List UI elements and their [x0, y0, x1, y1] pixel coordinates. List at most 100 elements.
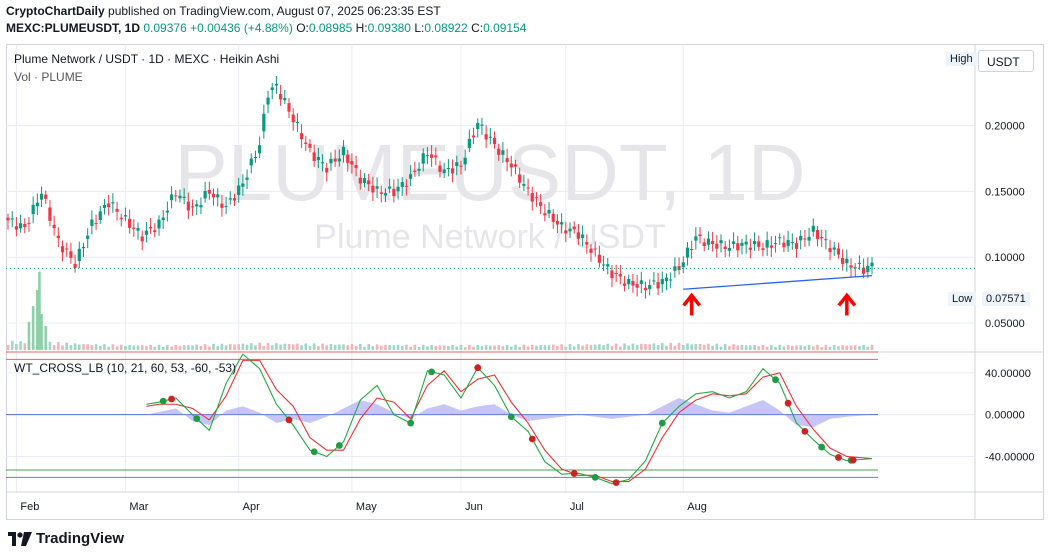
volume-bar — [287, 343, 291, 350]
volume-legend[interactable]: Vol · PLUME — [14, 70, 83, 84]
cross-dot — [507, 413, 515, 421]
cross-dot — [818, 443, 826, 451]
volume-bar — [10, 340, 14, 350]
price-change: +0.00436 (+4.88%) — [190, 21, 293, 35]
candle-body — [90, 219, 94, 226]
candle-body — [77, 248, 81, 261]
candle-body — [266, 97, 270, 105]
candle-body — [820, 237, 824, 239]
volume-bar — [65, 342, 69, 350]
candle-body — [287, 103, 291, 112]
high-tag: High — [946, 52, 977, 66]
volume-bar — [702, 344, 706, 350]
candle-body — [274, 83, 279, 86]
candle-body — [304, 142, 308, 145]
candle-body — [253, 156, 258, 158]
candle-body — [731, 241, 736, 244]
candle-body — [555, 221, 560, 225]
candle-body — [329, 158, 333, 164]
volume-bar — [233, 344, 236, 350]
low-value-tag: 0.07571 — [982, 292, 1030, 306]
volume-bar — [338, 344, 341, 350]
volume-bar — [530, 344, 534, 350]
candle-body — [409, 174, 413, 179]
candle-body — [299, 133, 304, 140]
volume-bar — [300, 345, 303, 350]
volume-bar — [170, 346, 173, 350]
volume-bar — [572, 346, 576, 350]
volume-bar — [673, 345, 677, 350]
volume-bar — [828, 346, 832, 350]
candle-body — [853, 267, 857, 269]
candle-body — [270, 87, 274, 90]
candle-body — [174, 195, 178, 197]
volume-bar — [304, 343, 308, 350]
volume-bar — [652, 343, 656, 350]
candle-body — [652, 280, 656, 282]
indicator-legend[interactable]: WT_CROSS_LB (10, 21, 60, 53, -60, -53) — [14, 361, 237, 375]
volume-bar — [761, 344, 765, 350]
candles — [6, 76, 874, 299]
candle-body — [786, 240, 790, 247]
candle-body — [157, 219, 161, 229]
candle-body — [635, 284, 639, 288]
volume-bar — [258, 342, 261, 350]
candle-body — [417, 168, 421, 171]
volume-bar — [719, 346, 723, 350]
volume-bar — [791, 345, 794, 350]
volume-bar — [367, 344, 370, 350]
volume-bar — [245, 344, 249, 350]
volume-bar — [577, 344, 580, 350]
volume-bar — [329, 343, 333, 350]
tradingview-logo[interactable]: TradingView — [8, 530, 124, 547]
volume-bar — [195, 344, 199, 350]
candle-body — [799, 235, 803, 241]
candle-body — [115, 208, 119, 212]
cross-dot — [168, 395, 175, 403]
volume-bar — [333, 344, 337, 350]
candle-body — [375, 186, 379, 189]
candle-body — [690, 249, 694, 251]
volume-bar — [359, 343, 362, 350]
candle-body — [601, 264, 606, 266]
arrow-head — [837, 292, 857, 307]
volume-bar — [220, 343, 224, 350]
chart-frame[interactable] — [6, 44, 1044, 520]
high-value: 0.09380 — [367, 21, 411, 35]
open-value: 0.08985 — [308, 21, 353, 35]
candle-body — [467, 138, 471, 149]
volume-bar — [803, 345, 807, 350]
main-legend[interactable]: Plume Network / USDT · 1D · MEXC · Heiki… — [14, 52, 280, 66]
cross-dot — [658, 419, 666, 427]
candle-body — [153, 230, 157, 233]
candle-body — [258, 145, 262, 154]
volume-bar — [853, 345, 857, 350]
candle-body — [18, 223, 23, 229]
candle-body — [354, 165, 358, 169]
volume-bar — [824, 344, 828, 350]
candle-body — [547, 209, 551, 214]
volume-bar — [216, 346, 220, 350]
volume-bar — [178, 345, 182, 350]
currency-button[interactable]: USDT — [978, 50, 1034, 72]
candle-body — [589, 248, 593, 253]
candle-body — [211, 193, 216, 198]
candle-body — [35, 202, 39, 207]
candle-body — [782, 242, 786, 248]
volume-bar — [254, 345, 257, 350]
cross-dot — [407, 419, 415, 427]
volume-bar — [270, 345, 274, 350]
volume-bar — [161, 347, 165, 350]
candle-body — [102, 204, 107, 209]
volume-bar — [610, 345, 614, 350]
volume-bar — [841, 345, 844, 350]
volume-bar — [564, 346, 568, 350]
volume-bar — [124, 345, 127, 350]
candle-body — [291, 114, 295, 123]
candle-body — [685, 247, 690, 258]
support-trendline — [683, 275, 873, 290]
candle-body — [471, 135, 476, 138]
volume-bar — [140, 345, 144, 350]
volume-bar — [396, 344, 400, 350]
